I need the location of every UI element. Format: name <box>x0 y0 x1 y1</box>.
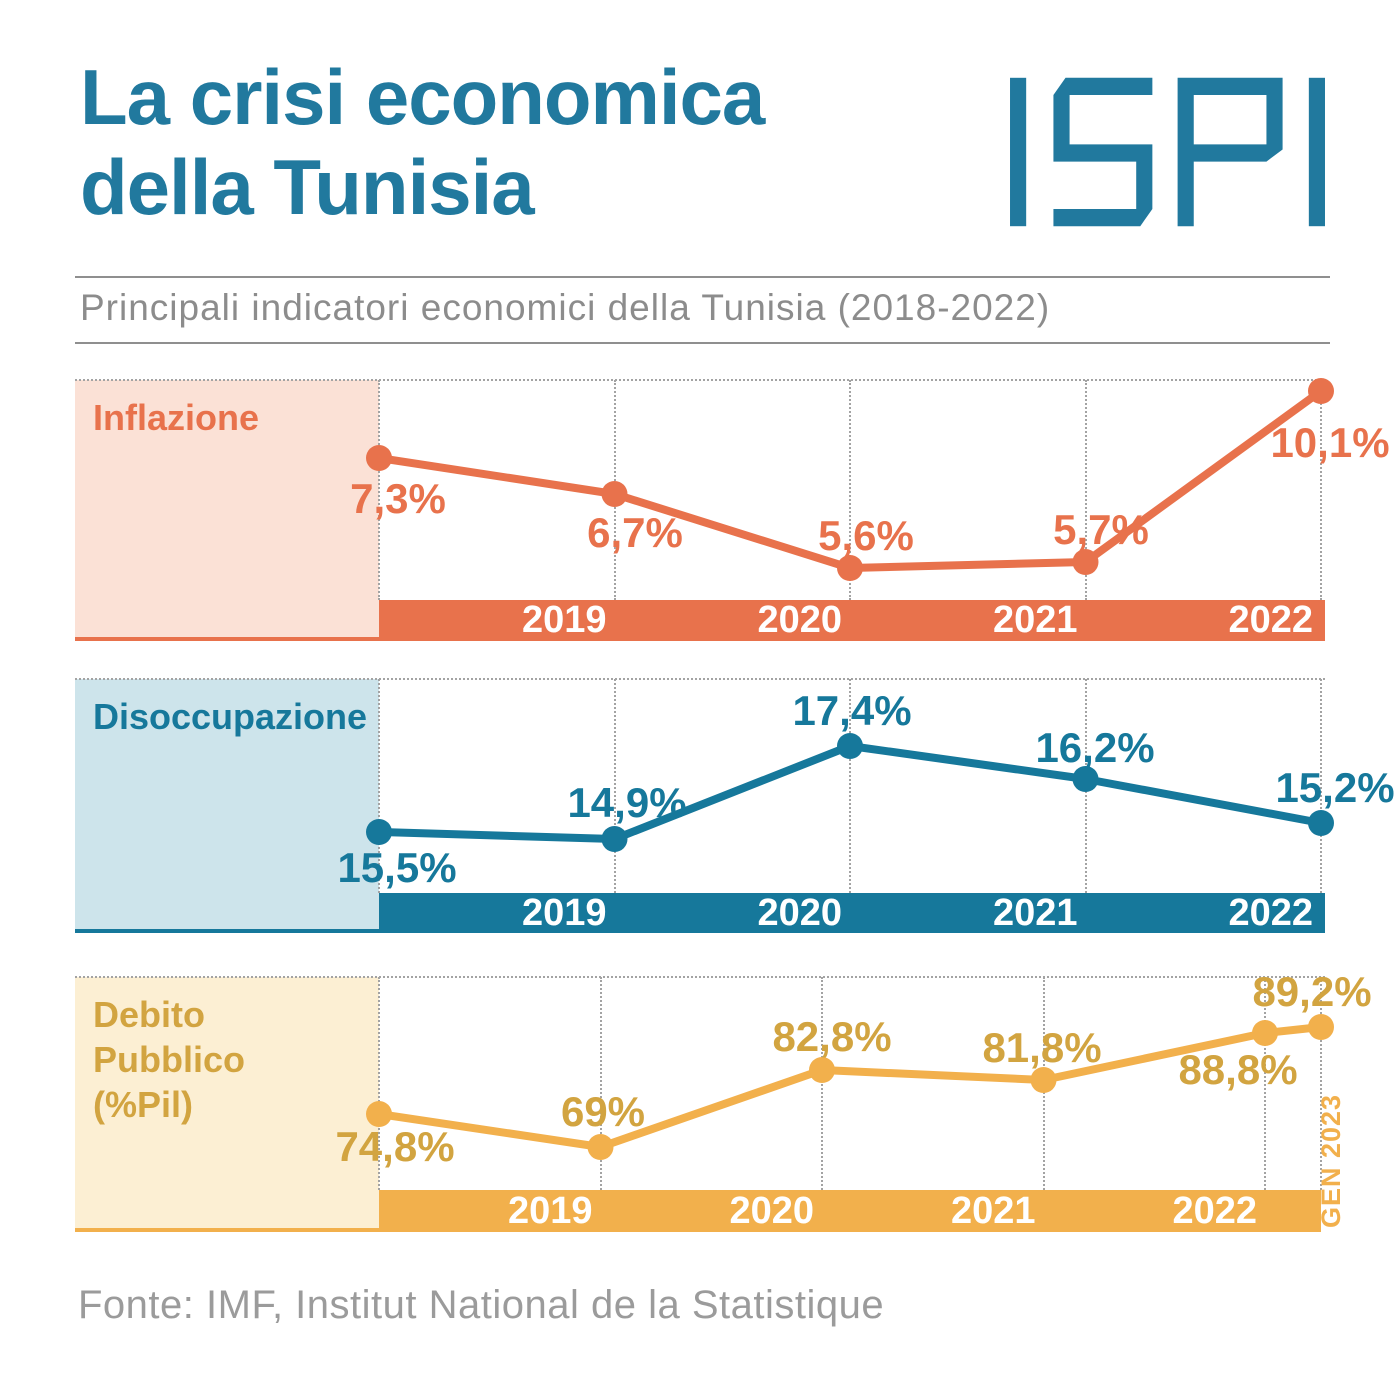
panel-underline <box>75 637 379 641</box>
page-title: La crisi economica della Tunisia <box>80 52 765 233</box>
annotation-gen-2023: GEN 2023 <box>1316 1093 1346 1228</box>
plot-top-border <box>75 379 1325 381</box>
data-point-2020 <box>837 733 863 759</box>
gridline-2020 <box>821 977 823 1190</box>
data-point-2019 <box>601 826 628 852</box>
gridline-2022 <box>1320 380 1322 600</box>
chart-title-line: Inflazione <box>93 397 260 438</box>
logo-letter-i2 <box>1308 77 1325 227</box>
value-label-2021: 16,2% <box>1035 724 1155 771</box>
year-label-2021: 2021 <box>992 892 1078 934</box>
chart-title-debito-pubblico-pil-: Debito Pubblico (%Pil) <box>93 992 245 1127</box>
x-axis-bar-debito-pubblico-pil- <box>379 1190 1321 1232</box>
panel-underline <box>75 1228 379 1232</box>
year-label-2019: 2019 <box>521 599 607 641</box>
gridline-2018 <box>378 977 380 1190</box>
panel-inflazione <box>75 380 379 637</box>
gridline-2019 <box>599 977 602 1190</box>
year-label-2020: 2020 <box>757 599 842 641</box>
value-label-2018: 7,3% <box>350 475 446 522</box>
ispi-logo <box>1010 77 1325 227</box>
data-point-2019 <box>601 481 628 507</box>
value-label-2020: 17,4% <box>792 687 912 734</box>
data-point-2020 <box>837 555 863 581</box>
data-line <box>375 1023 1325 1151</box>
data-line <box>375 742 1325 843</box>
data-point-2021 <box>1030 1067 1057 1093</box>
value-label-2022: 15,2% <box>1275 764 1395 811</box>
x-axis-bar-disoccupazione <box>379 893 1325 933</box>
data-point-2022 <box>1308 378 1334 404</box>
value-label-2020: 5,6% <box>818 512 914 559</box>
value-label-2021: 81,8% <box>982 1024 1102 1071</box>
gridline-2021 <box>1084 679 1087 893</box>
value-label-2019: 6,7% <box>587 509 683 556</box>
title-line-2: della Tunisia <box>80 143 535 232</box>
value-label-2022: 88,8% <box>1178 1046 1298 1093</box>
data-point-2021 <box>1072 766 1099 792</box>
year-label-2020: 2020 <box>729 1190 814 1232</box>
chart-title-line: (%Pil) <box>93 1084 194 1125</box>
x-axis-bar-inflazione <box>379 600 1325 641</box>
data-point-2022 <box>1252 1020 1278 1046</box>
year-label-2021: 2021 <box>950 1190 1036 1232</box>
chart-title-line: Pubblico <box>93 1039 245 1080</box>
chart-title-line: Disoccupazione <box>93 696 368 737</box>
year-label-2022: 2022 <box>1228 599 1313 641</box>
data-point-GEN 2023 <box>1308 1014 1334 1040</box>
data-point-2021 <box>1072 549 1099 575</box>
gridline-2022 <box>1264 977 1266 1190</box>
plot-top-border <box>75 678 1325 680</box>
data-point-2022 <box>1308 810 1334 836</box>
gridline-2022 <box>1320 679 1322 893</box>
gridline-2021 <box>1084 380 1087 600</box>
plot-top-border <box>75 976 1325 978</box>
gridline-2018 <box>378 380 380 600</box>
data-point-2018 <box>366 445 392 471</box>
year-label-2019: 2019 <box>507 1190 593 1232</box>
value-label-2019: 69% <box>560 1088 646 1135</box>
value-label-2018: 15,5% <box>337 844 457 891</box>
source-note: Fonte: IMF, Institut National de la Stat… <box>78 1283 885 1327</box>
panel-underline <box>75 929 379 933</box>
panel-disoccupazione <box>75 679 379 929</box>
gridline-2020 <box>849 679 851 893</box>
gridline-2020 <box>849 380 851 600</box>
year-label-2022: 2022 <box>1228 892 1313 934</box>
gridline-GEN 2023 <box>1320 977 1322 1190</box>
data-point-2018 <box>366 1101 392 1127</box>
data-point-2018 <box>366 819 392 845</box>
chart-title-disoccupazione: Disoccupazione <box>93 694 367 739</box>
gridline-2021 <box>1042 977 1045 1190</box>
year-label-2020: 2020 <box>757 892 842 934</box>
year-label-2021: 2021 <box>992 599 1078 641</box>
gridline-2019 <box>613 679 616 893</box>
value-label-2021: 5,7% <box>1053 506 1149 553</box>
chart-subtitle: Principali indicatori economici della Tu… <box>80 287 1051 328</box>
gridline-2019 <box>613 380 616 600</box>
value-label-2020: 82,8% <box>772 1013 892 1060</box>
data-point-2020 <box>809 1057 835 1083</box>
chart-title-inflazione: Inflazione <box>93 395 259 440</box>
value-label-2019: 14,9% <box>567 779 687 826</box>
value-label-GEN 2023: 89,2% <box>1252 968 1372 1015</box>
chart-title-line: Debito <box>93 994 205 1035</box>
year-label-2019: 2019 <box>521 892 607 934</box>
data-line <box>375 387 1325 572</box>
divider-bottom <box>75 342 1330 344</box>
panel-debito-pubblico-pil- <box>75 977 379 1228</box>
year-label-2022: 2022 <box>1172 1190 1257 1232</box>
logo-letter-s <box>1053 77 1153 227</box>
title-line-1: La crisi economica <box>80 53 765 141</box>
value-label-2018: 74,8% <box>335 1123 455 1170</box>
value-label-2022: 10,1% <box>1270 419 1390 466</box>
data-point-2019 <box>587 1134 614 1160</box>
logo-letter-i1 <box>1010 77 1027 227</box>
divider-top <box>75 276 1330 278</box>
logo-letter-p <box>1177 77 1283 227</box>
gridline-2018 <box>378 679 380 893</box>
